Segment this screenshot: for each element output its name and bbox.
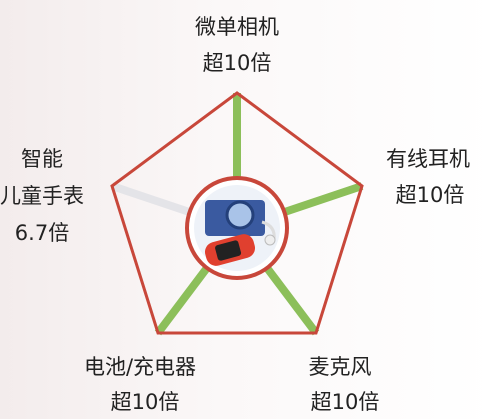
camera-icon	[205, 200, 265, 236]
node-value: 超10倍	[396, 183, 465, 207]
node-label: 有线耳机	[386, 147, 470, 171]
pentagon	[110, 91, 364, 335]
headphone-icon	[261, 220, 276, 246]
node-value: 6.7倍	[15, 221, 69, 245]
node-label: 微单相机	[195, 15, 279, 39]
node-label: 智能	[21, 147, 63, 171]
node-value: 超10倍	[111, 390, 180, 414]
node-value: 超10倍	[311, 390, 380, 414]
watch-icon	[204, 234, 256, 266]
node-label: 电池/充电器	[84, 355, 196, 379]
node-label: 儿童手表	[0, 184, 84, 208]
node-value: 超10倍	[203, 51, 272, 75]
node-label: 麦克风	[309, 355, 372, 379]
